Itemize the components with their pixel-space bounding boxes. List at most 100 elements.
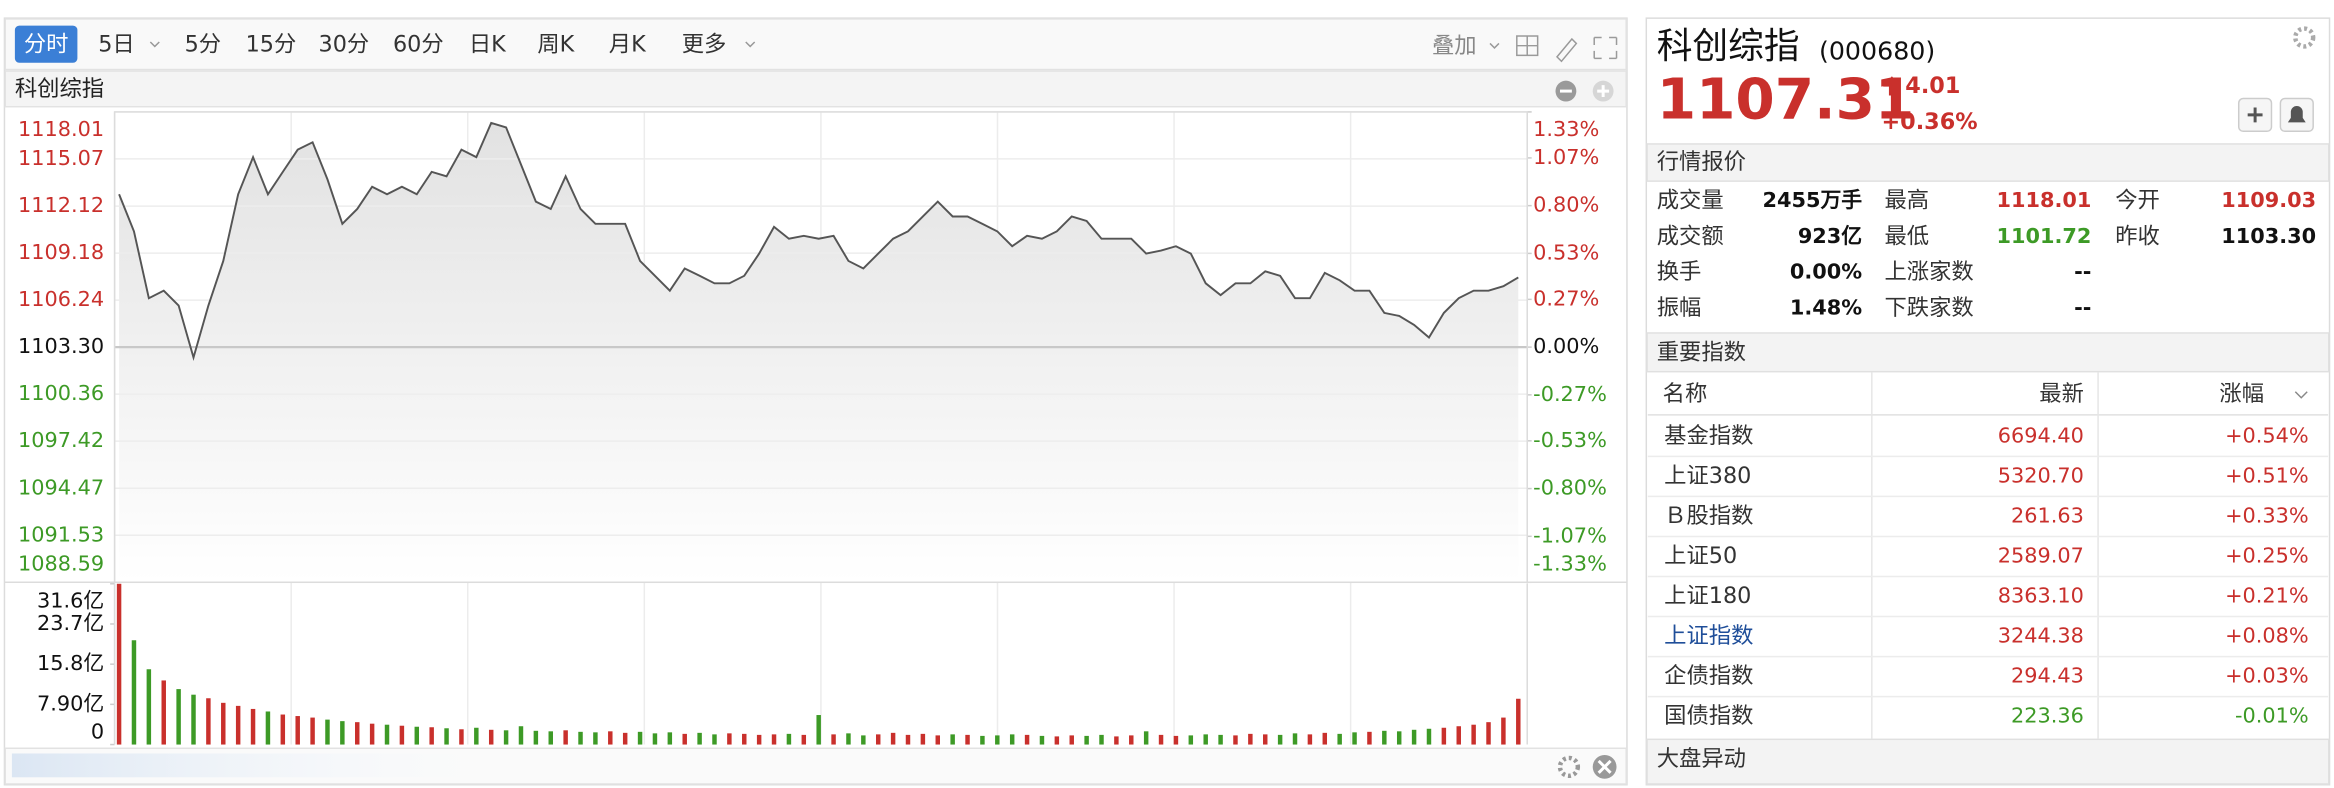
volume-bar bbox=[325, 719, 330, 745]
volume-bar bbox=[176, 689, 181, 745]
volume-bar bbox=[1441, 727, 1447, 745]
tab[interactable]: 分时 bbox=[24, 31, 69, 57]
index-name[interactable]: 上证50 bbox=[1664, 543, 1737, 569]
volume-bar bbox=[861, 735, 866, 745]
volume-bar bbox=[1188, 735, 1194, 745]
volume-bar bbox=[1039, 735, 1045, 745]
volume-bar bbox=[1367, 731, 1372, 745]
volume-bar bbox=[920, 733, 926, 745]
volume-bar bbox=[1396, 731, 1402, 745]
volume-bar bbox=[1203, 734, 1208, 745]
index-name[interactable]: 基金指数 bbox=[1664, 423, 1753, 449]
index-name[interactable]: 上证指数 bbox=[1664, 623, 1753, 649]
tab[interactable]: 日K bbox=[469, 31, 507, 57]
tab[interactable]: 15分 bbox=[246, 31, 297, 57]
column-header: 最新 bbox=[2039, 381, 2084, 407]
index-name[interactable]: Ｂ股指数 bbox=[1664, 503, 1753, 529]
volume-bar bbox=[1501, 717, 1506, 745]
volume-bar bbox=[414, 726, 420, 745]
index-name[interactable]: 上证180 bbox=[1664, 583, 1751, 609]
volume-bar bbox=[1099, 734, 1104, 745]
quote-label: 上涨家数 bbox=[1884, 259, 1973, 285]
volume-bar bbox=[846, 733, 851, 745]
volume-bar bbox=[935, 735, 941, 745]
volume-bar bbox=[235, 705, 241, 745]
tab[interactable]: 5分 bbox=[185, 31, 222, 57]
settings-icon[interactable] bbox=[2293, 26, 2316, 49]
close-glyph bbox=[1597, 759, 1612, 774]
volume-bar bbox=[399, 725, 405, 745]
volume-tick-label: 15.8亿 bbox=[37, 651, 104, 675]
index-latest: 8363.10 bbox=[1998, 584, 2084, 608]
tab[interactable]: 5日 bbox=[98, 31, 135, 57]
volume-bar bbox=[340, 721, 345, 745]
chart-title-bar bbox=[4, 70, 1627, 108]
price-area bbox=[119, 122, 1519, 583]
sort-chevron[interactable] bbox=[2294, 391, 2308, 399]
index-name[interactable]: 国债指数 bbox=[1664, 703, 1753, 729]
y2-tick-label: 0.00% bbox=[1533, 334, 1599, 358]
price-line bbox=[118, 121, 1519, 362]
toolbar-icons[interactable] bbox=[1516, 35, 1618, 63]
volume-bar bbox=[1382, 730, 1387, 745]
volume-bar bbox=[1233, 735, 1238, 745]
section-bar bbox=[1646, 143, 2330, 182]
volume-bar bbox=[875, 734, 881, 745]
pen-icon[interactable] bbox=[1555, 37, 1578, 63]
index-latest: 5320.70 bbox=[1998, 463, 2084, 487]
scroll-thumb[interactable] bbox=[11, 753, 578, 778]
index-change: +0.54% bbox=[2225, 423, 2309, 447]
toolbar bbox=[4, 18, 1627, 71]
index-name[interactable]: 上证380 bbox=[1664, 463, 1751, 489]
index-change: +0.51% bbox=[2225, 463, 2309, 487]
volume-bar bbox=[712, 734, 717, 745]
chevron bbox=[149, 41, 160, 48]
volume-bar bbox=[786, 733, 792, 745]
y-tick-label: 1097.42 bbox=[18, 428, 104, 452]
tab[interactable]: 30分 bbox=[319, 31, 370, 57]
column-header[interactable]: 涨幅 bbox=[2219, 381, 2264, 407]
y2-tick-label: 0.27% bbox=[1533, 286, 1599, 310]
settings-icon[interactable] bbox=[1557, 755, 1581, 779]
tab[interactable]: 月K bbox=[609, 31, 647, 57]
quote-label: 下跌家数 bbox=[1884, 295, 1973, 321]
index-change: +0.25% bbox=[2225, 544, 2309, 568]
volume-bar bbox=[697, 732, 702, 745]
volume-bar bbox=[1069, 735, 1074, 745]
volume-bar bbox=[429, 727, 434, 745]
volume-bar bbox=[206, 698, 211, 745]
quote-label: 成交额 bbox=[1657, 223, 1724, 249]
volume-bar bbox=[533, 730, 539, 745]
tab[interactable]: 周K bbox=[537, 31, 575, 57]
tab[interactable]: 60分 bbox=[393, 31, 444, 57]
fullscreen-icon[interactable] bbox=[1593, 36, 1618, 60]
volume-bar bbox=[1292, 733, 1298, 745]
quote-label: 最高 bbox=[1884, 188, 1929, 214]
volume-tick-label: 7.90亿 bbox=[37, 691, 104, 715]
y-tick-label: 1103.30 bbox=[18, 334, 104, 358]
quote-label: 成交量 bbox=[1657, 188, 1724, 214]
overlay-button[interactable]: 叠加 bbox=[1432, 33, 1477, 59]
quote-value: 923亿 bbox=[1798, 224, 1862, 248]
volume-bar bbox=[771, 734, 777, 745]
y-tick-label: 1088.59 bbox=[18, 551, 104, 575]
tab[interactable]: 更多 bbox=[682, 31, 727, 57]
index-name[interactable]: 企债指数 bbox=[1664, 663, 1753, 689]
volume-bar bbox=[518, 726, 524, 745]
volume-bar bbox=[1516, 698, 1521, 745]
volume-bar bbox=[250, 708, 256, 745]
volume-bar bbox=[1352, 732, 1357, 745]
volume-bar bbox=[1307, 734, 1313, 745]
volume-bar bbox=[295, 716, 300, 745]
volume-bar bbox=[965, 734, 970, 745]
index-latest: 6694.40 bbox=[1998, 423, 2084, 447]
chevron bbox=[745, 41, 756, 48]
grid-icon-lines bbox=[1516, 36, 1538, 56]
quote-value: 1.48% bbox=[1790, 295, 1862, 319]
quote-value: 0.00% bbox=[1790, 260, 1862, 284]
volume-bar bbox=[682, 733, 687, 745]
volume-bar bbox=[593, 732, 598, 745]
index-latest: 223.36 bbox=[2011, 704, 2084, 728]
